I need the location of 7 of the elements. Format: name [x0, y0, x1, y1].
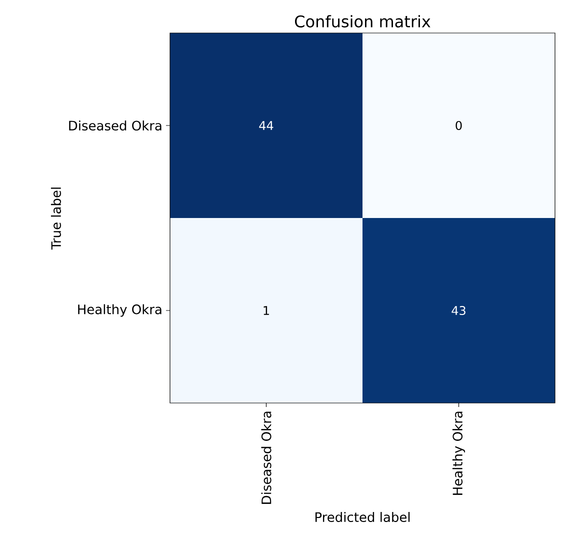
- chart-title: Confusion matrix: [294, 15, 430, 28]
- x-axis-title: Predicted label: [315, 512, 410, 522]
- data-label: 0: [456, 120, 462, 130]
- data-label: 1: [264, 306, 269, 315]
- data-label: 44: [259, 121, 274, 130]
- y-axis-title: True label: [50, 188, 62, 250]
- data-label: 43: [452, 306, 466, 316]
